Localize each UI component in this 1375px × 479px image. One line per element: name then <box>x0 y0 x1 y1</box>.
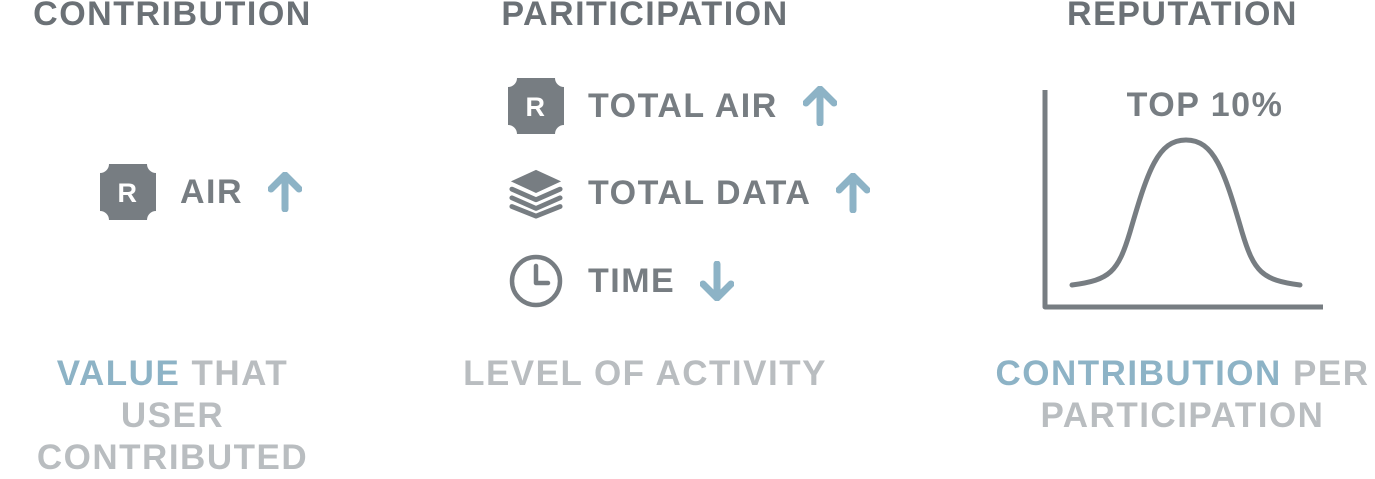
metric-total-data: TOTAL DATA <box>508 165 873 221</box>
participation-heading: PARITICIPATION <box>501 0 789 33</box>
chart-axes <box>1042 90 1323 310</box>
metric-label: TOTAL AIR <box>588 86 778 125</box>
participation-footer: LEVEL OF ACTIVITY <box>463 354 827 393</box>
contribution-column: CONTRIBUTION R AIR VALUE THAT USER CONTR… <box>0 0 345 477</box>
arrow-up-icon <box>265 170 305 214</box>
contribution-heading: CONTRIBUTION <box>33 0 312 33</box>
metric-total-air: R TOTAL AIR <box>508 78 840 134</box>
participation-column: PARITICIPATION R TOTAL AIR TOTAL DATA <box>463 0 900 433</box>
arrow-up-icon <box>833 171 873 215</box>
svg-text:R: R <box>118 178 139 208</box>
bell-curve-line <box>1069 137 1303 288</box>
clock-icon <box>508 253 564 309</box>
reputation-heading: REPUTATION <box>1067 0 1298 33</box>
arrow-up-icon <box>800 84 840 128</box>
metric-label: AIR <box>180 172 244 211</box>
arrow-down-icon <box>697 259 737 303</box>
chart-label: TOP 10% <box>1126 86 1284 124</box>
bell-curve-graphic <box>1042 90 1323 310</box>
metric-label: TOTAL DATA <box>588 173 812 212</box>
metric-time: TIME <box>508 253 737 309</box>
layers-icon <box>508 165 564 221</box>
svg-text:R: R <box>526 92 547 122</box>
bell-curve-chart: TOP 10% <box>1040 82 1330 312</box>
reputation-column: REPUTATION TOP 10% CONTRIBUTION PER PART… <box>980 0 1375 435</box>
reputation-r-icon: R <box>508 78 564 134</box>
reputation-r-icon: R <box>100 164 156 220</box>
contribution-footer: VALUE THAT USER CONTRIBUTED <box>36 354 309 477</box>
metric-label: TIME <box>588 261 676 300</box>
metric-air: R AIR <box>100 164 305 220</box>
reputation-footer: CONTRIBUTION PER PARTICIPATION <box>995 354 1370 435</box>
